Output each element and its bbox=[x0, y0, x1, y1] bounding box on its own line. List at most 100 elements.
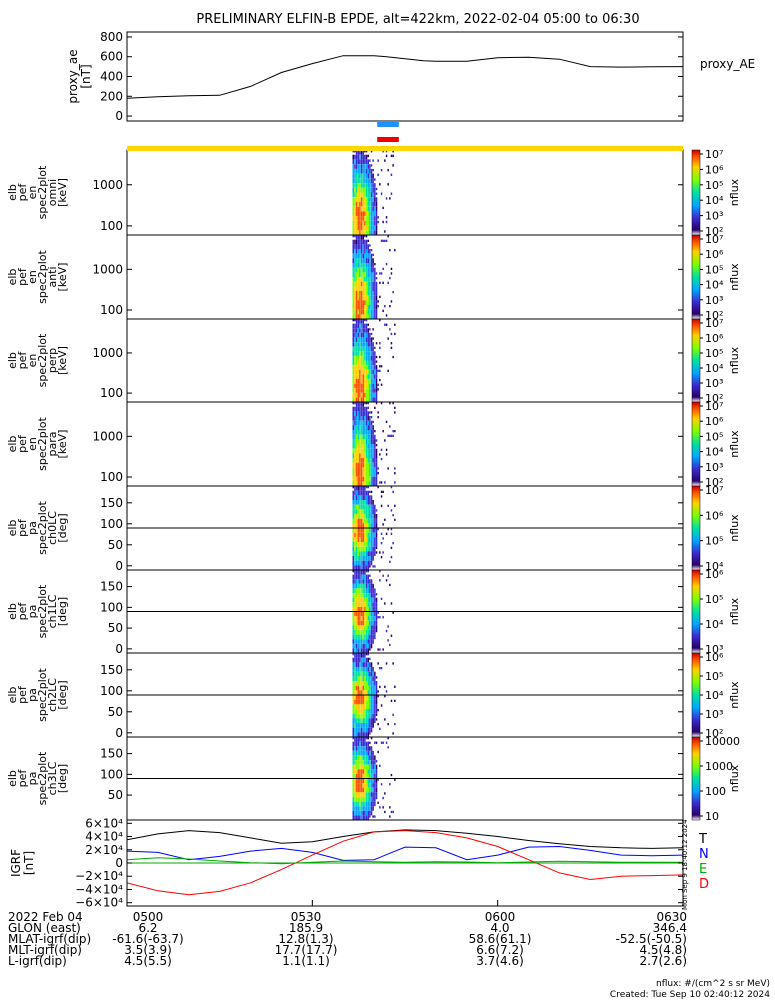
spectrogram-cell bbox=[375, 690, 378, 695]
spectrogram-cell bbox=[359, 277, 361, 282]
spectrogram-cell bbox=[357, 648, 359, 653]
spectrogram-cell bbox=[355, 351, 358, 356]
panel-IGRF: TNED6×10⁴4×10⁴2×10⁴0−2×10⁴−4×10⁴−6×10⁴IG… bbox=[9, 816, 709, 909]
spectrogram-cell bbox=[352, 565, 354, 570]
spectrogram-cell bbox=[369, 206, 371, 212]
spectrogram-cell bbox=[365, 416, 368, 421]
spectrogram-cell bbox=[354, 346, 356, 352]
spectrogram-cell bbox=[359, 267, 361, 273]
y-axis-label-line: elb bbox=[6, 352, 19, 369]
spectrogram-cell bbox=[362, 444, 364, 449]
spectrogram-cell bbox=[364, 634, 366, 640]
spectrogram-cell bbox=[372, 225, 374, 231]
spectrogram-cell bbox=[374, 201, 376, 207]
spectrogram-cell bbox=[354, 159, 356, 165]
spectrogram-cell bbox=[374, 183, 376, 188]
spectrogram-cell bbox=[365, 392, 368, 398]
y-tick-label: 1000 bbox=[92, 262, 123, 276]
spectrogram-cell bbox=[379, 727, 381, 730]
spectrogram-cell bbox=[369, 602, 371, 607]
footer-cell: 4.5(5.5) bbox=[124, 954, 172, 968]
spectrogram-cell bbox=[352, 602, 354, 607]
spectrogram-cell bbox=[365, 542, 368, 547]
spectrogram-cell bbox=[370, 291, 373, 296]
spectrogram-cell bbox=[370, 801, 373, 807]
spectrogram-cell bbox=[354, 570, 356, 575]
spectrogram-cell bbox=[369, 337, 371, 342]
spectrogram-cell bbox=[357, 709, 359, 714]
footer-cell: 3.5(3.9) bbox=[124, 943, 172, 957]
spectrogram-cell bbox=[352, 309, 354, 315]
spectrogram-cell bbox=[369, 365, 371, 370]
spectrogram-cell bbox=[360, 486, 363, 491]
spectrogram-cell bbox=[357, 690, 359, 695]
spectrogram-cell bbox=[364, 532, 366, 538]
spectrogram-cell bbox=[360, 579, 363, 584]
spectrogram-cell bbox=[367, 565, 369, 570]
spectrogram-cell bbox=[364, 430, 366, 435]
spectrogram-cell bbox=[367, 815, 369, 820]
spectrogram-cell bbox=[372, 755, 374, 760]
spectrogram-cell bbox=[367, 551, 369, 556]
spectrogram-cell bbox=[362, 416, 364, 421]
spectrogram-cell bbox=[362, 514, 364, 519]
spectrogram-cell bbox=[355, 178, 358, 183]
spectrogram-cell bbox=[390, 272, 393, 275]
spectrogram-cell bbox=[352, 495, 354, 500]
y-tick-label: 600 bbox=[100, 50, 123, 64]
spectrogram-cell bbox=[379, 342, 381, 345]
spectrogram-cell bbox=[375, 360, 378, 363]
spectrogram-cell bbox=[355, 727, 358, 733]
spectrogram-cell bbox=[370, 249, 373, 252]
spectrogram-cell bbox=[360, 523, 363, 528]
spectrogram-cell bbox=[362, 159, 364, 165]
spectrogram-cell bbox=[369, 374, 371, 379]
spectrogram-cell bbox=[390, 300, 393, 303]
spectrogram-cell bbox=[360, 346, 363, 352]
spectrogram-cell bbox=[367, 267, 369, 273]
spectrogram-cell bbox=[355, 201, 358, 207]
panel-ch3LC: 10100100010000nflux50100150elbpefpaspec2… bbox=[6, 735, 741, 823]
spectrogram-cell bbox=[374, 378, 376, 384]
spectrogram-cell bbox=[354, 792, 356, 797]
spectrogram-cell bbox=[359, 286, 361, 291]
spectrogram-cell bbox=[365, 695, 368, 700]
spectrogram-cell bbox=[370, 346, 373, 352]
spectrogram-cell bbox=[370, 416, 373, 419]
y-axis-label-line: pef bbox=[16, 183, 29, 202]
spectrogram-cell bbox=[369, 690, 371, 695]
spectrogram-cell bbox=[360, 216, 363, 221]
spectrogram-cell bbox=[359, 713, 361, 719]
spectrogram-cell bbox=[364, 388, 366, 393]
spectrogram-cell bbox=[364, 699, 366, 705]
spectrogram-cell bbox=[354, 695, 356, 700]
spectrogram-cell bbox=[375, 286, 378, 291]
spectrogram-cell bbox=[375, 760, 378, 763]
spectrogram-cell bbox=[362, 467, 364, 472]
spectrogram-cell bbox=[370, 806, 373, 811]
spectrogram-cell bbox=[375, 764, 378, 770]
spectrogram-cell bbox=[357, 187, 359, 193]
spectrogram-cell bbox=[379, 453, 381, 456]
spectrogram-cell bbox=[357, 328, 359, 333]
spectrogram-cell bbox=[369, 620, 371, 626]
spectrogram-cell bbox=[380, 192, 383, 195]
spectrogram-cell bbox=[372, 314, 374, 319]
spectrogram-cell bbox=[359, 388, 361, 393]
spectrogram-cell bbox=[360, 458, 363, 463]
spectrogram-cell bbox=[365, 611, 368, 617]
spectrogram-cell bbox=[357, 406, 359, 412]
spectrogram-cell bbox=[359, 416, 361, 421]
spectrogram-cell bbox=[352, 518, 354, 524]
spectrogram-cell bbox=[375, 509, 378, 512]
spectrogram-cell bbox=[365, 425, 368, 430]
spectrogram-cell bbox=[367, 220, 369, 226]
spectrogram-cell bbox=[364, 504, 366, 510]
spectrogram-cell bbox=[354, 267, 356, 273]
spectrogram-cell bbox=[352, 810, 354, 816]
spectrogram-cell bbox=[369, 616, 371, 621]
spectrogram-cell bbox=[357, 583, 359, 589]
spectrogram-cell bbox=[364, 378, 366, 384]
spectrogram-cell bbox=[372, 750, 374, 756]
spectrogram-cell bbox=[370, 551, 373, 556]
